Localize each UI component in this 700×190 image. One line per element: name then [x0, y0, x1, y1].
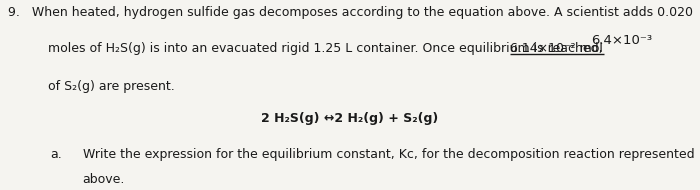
- Text: moles of H₂S(g) is into an evacuated rigid 1.25 L container. Once equilibrium is: moles of H₂S(g) is into an evacuated rig…: [48, 42, 606, 55]
- Text: 6.14×10⁻² mol: 6.14×10⁻² mol: [510, 42, 603, 55]
- Text: above.: above.: [83, 173, 125, 186]
- Text: of S₂(g) are present.: of S₂(g) are present.: [48, 80, 174, 93]
- Text: 6.4×10⁻³: 6.4×10⁻³: [592, 34, 652, 47]
- Text: 9.   When heated, hydrogen sulfide gas decomposes according to the equation abov: 9. When heated, hydrogen sulfide gas dec…: [8, 6, 694, 19]
- Text: 2 H₂S(g) ↔2 H₂(g) + S₂(g): 2 H₂S(g) ↔2 H₂(g) + S₂(g): [261, 112, 439, 125]
- Text: Write the expression for the equilibrium constant, Kᴄ, for the decomposition rea: Write the expression for the equilibrium…: [83, 148, 694, 161]
- Text: a.: a.: [50, 148, 62, 161]
